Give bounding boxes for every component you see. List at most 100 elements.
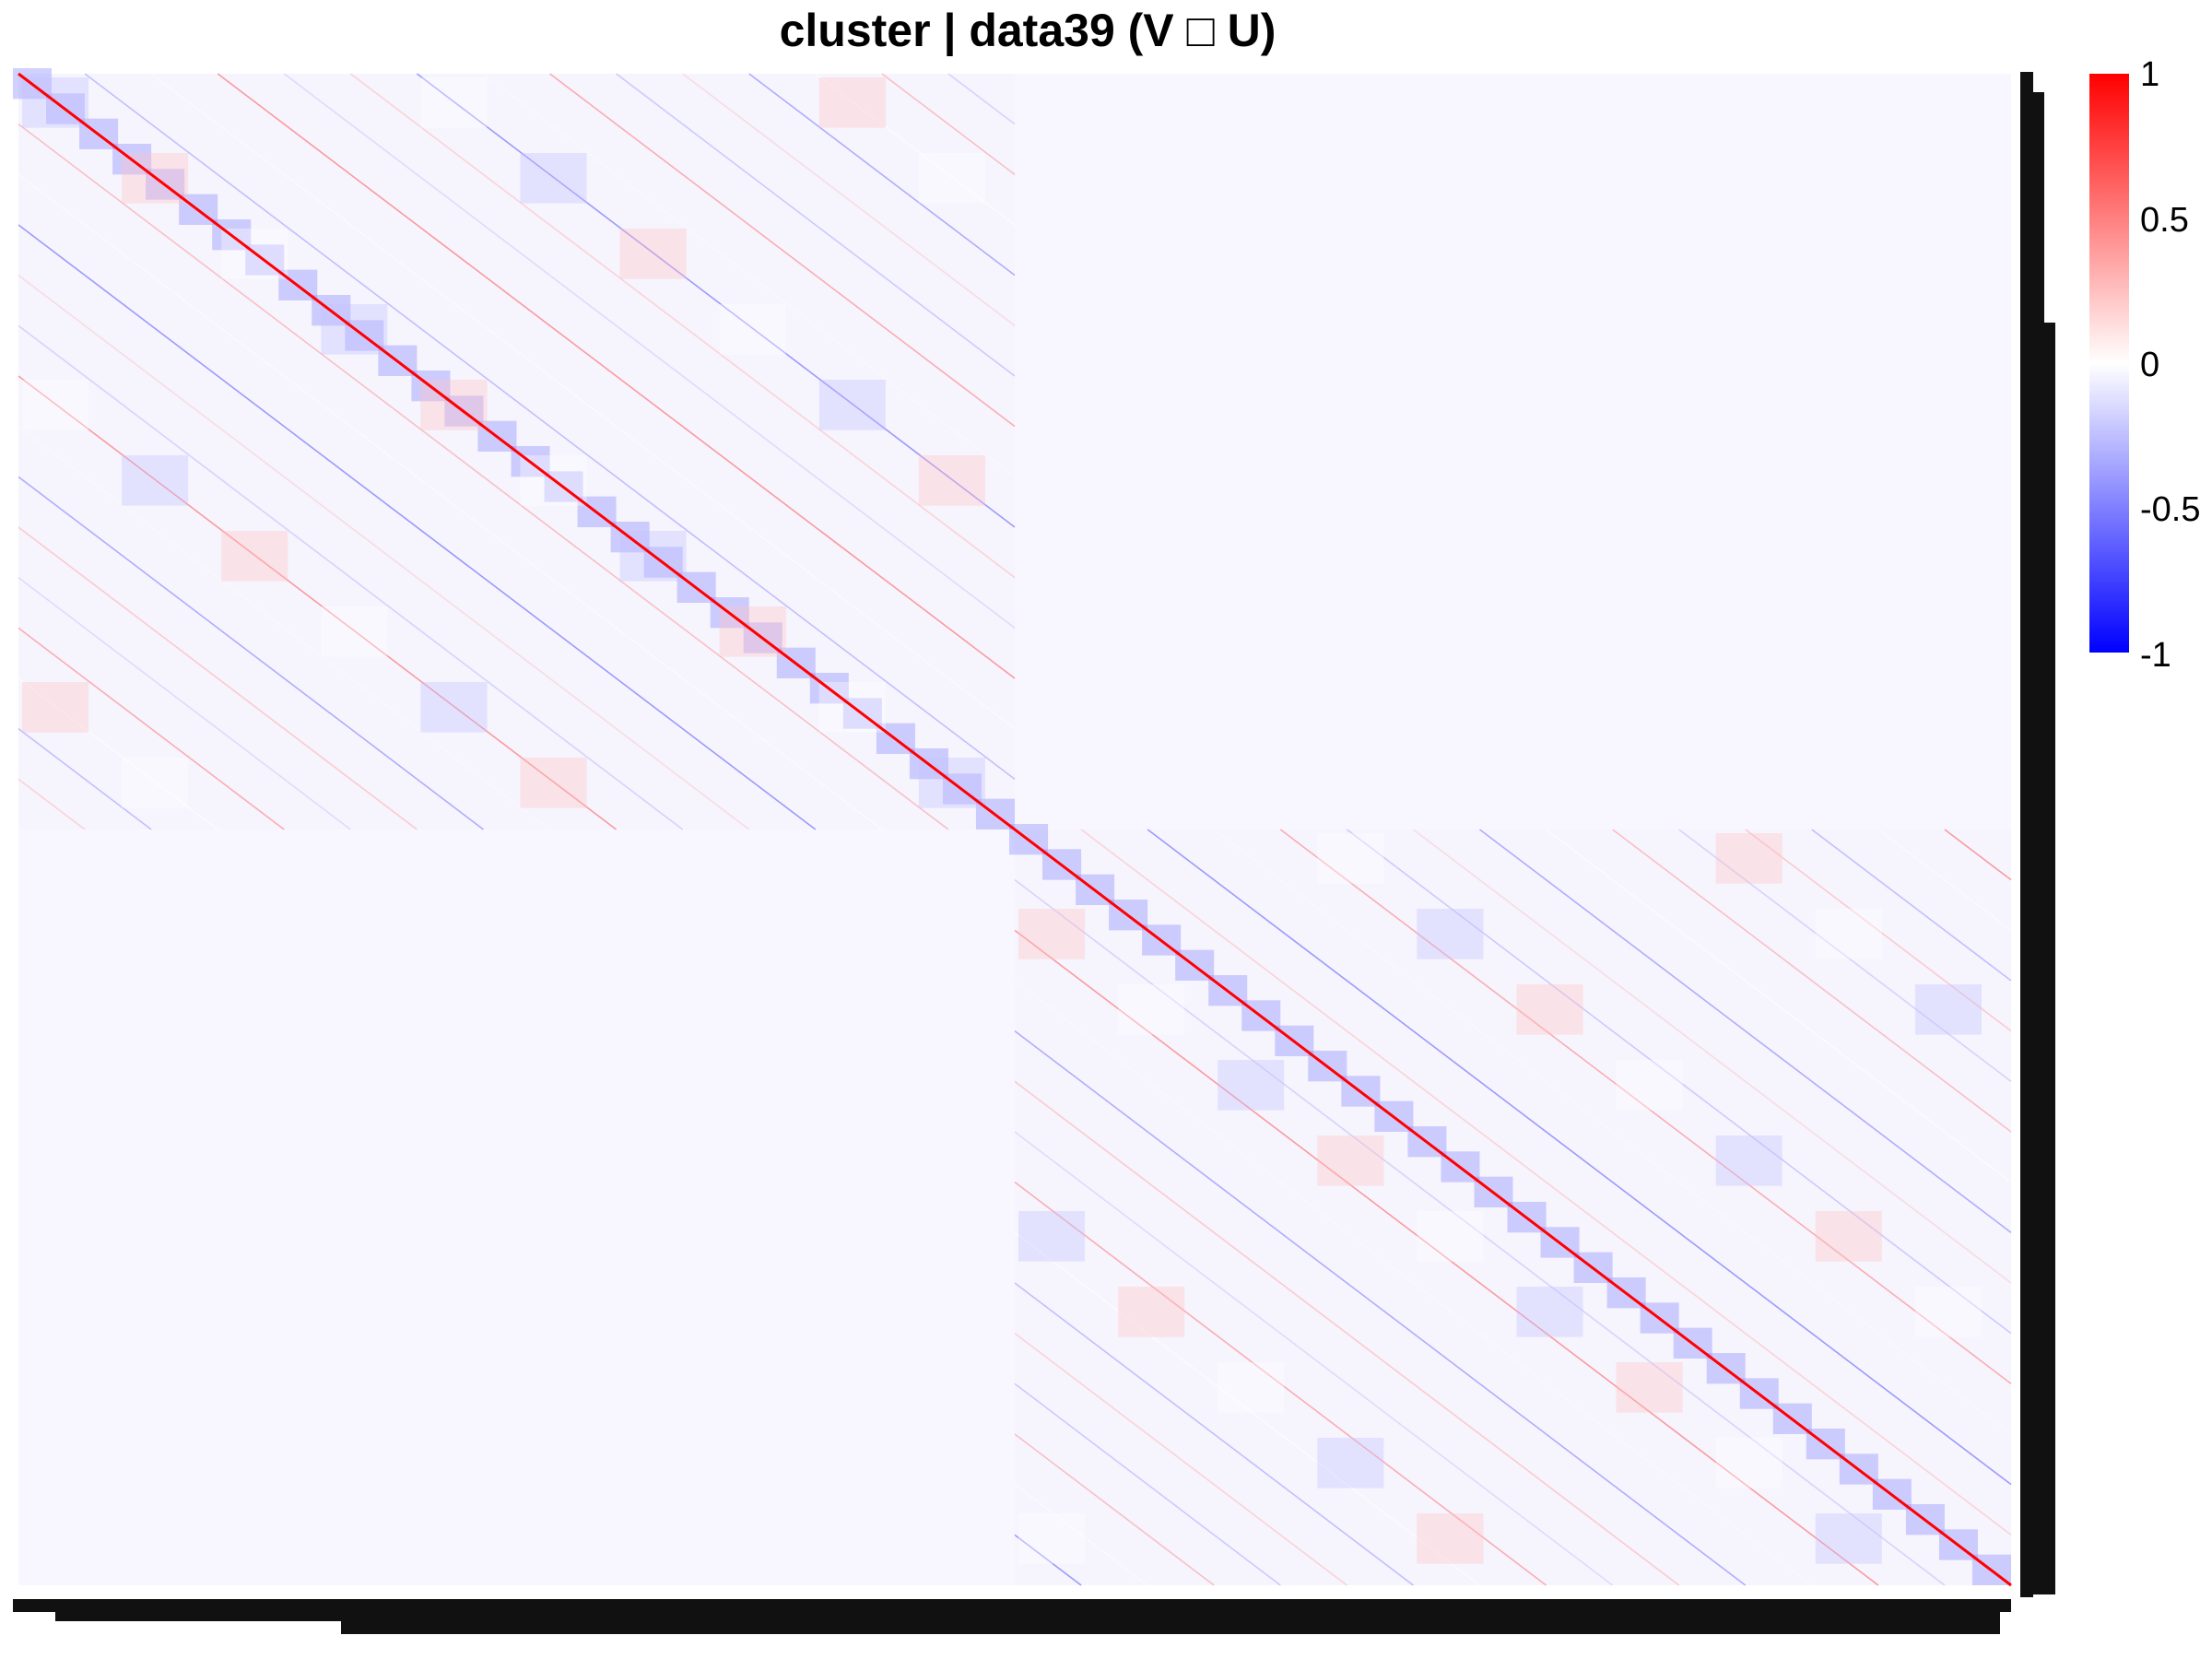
chart-title: cluster | data39 (V □ U)	[779, 5, 1277, 56]
heatmap-tile	[1018, 1211, 1086, 1262]
heatmap-tile	[1715, 1135, 1783, 1186]
heatmap-tile	[918, 455, 985, 506]
heatmap-cell-band	[18, 124, 949, 830]
heatmap-tile	[818, 77, 886, 128]
heatmap-cell-band	[748, 73, 1016, 276]
heatmap-cell-band	[18, 324, 684, 830]
heatmap-cell-band	[1014, 1182, 1547, 1586]
heatmap-tile	[1914, 1287, 1982, 1337]
heatmap-tile	[1815, 1211, 1882, 1262]
y-axis-label-mass	[2044, 323, 2055, 1594]
heatmap-cell-band	[1213, 829, 2012, 1435]
heatmap-tile	[1516, 1287, 1583, 1337]
y-axis-label-mass	[2033, 92, 2044, 1594]
heatmap-cell-band	[1147, 829, 2012, 1486]
heatmap-cell-band	[1080, 829, 2012, 1535]
heatmap-cell-band	[1745, 829, 2012, 1032]
heatmap-tile	[918, 153, 985, 204]
heatmap-cell-band	[482, 73, 1016, 477]
legend-tick-label: 0.5	[2140, 201, 2189, 240]
heatmap-tile	[122, 758, 189, 808]
heatmap-tile	[1616, 1362, 1683, 1413]
heatmap-tile	[1218, 1060, 1285, 1111]
heatmap-cell-band	[1546, 829, 2012, 1183]
heatmap-tile	[1914, 984, 1982, 1035]
heatmap-tile	[1516, 984, 1583, 1035]
heatmap-cell-band	[18, 476, 484, 830]
heatmap-cell-band	[18, 275, 750, 830]
heatmap-cell-band	[1014, 1433, 1215, 1586]
legend-tick-label: -0.5	[2140, 490, 2201, 529]
heatmap-cell-band	[18, 224, 817, 830]
heatmap-tile	[1018, 909, 1086, 959]
heatmap-tile	[719, 304, 786, 355]
heatmap-cell-band	[18, 375, 618, 830]
heatmap-cell-band	[217, 73, 1016, 679]
heatmap-tile	[22, 682, 89, 733]
heatmap-cell-band	[1678, 829, 2012, 1082]
heatmap-cell-band	[1944, 829, 2012, 881]
heatmap-cell-band	[18, 728, 152, 830]
heatmap-cell-band	[18, 173, 883, 830]
heatmap-cell-band	[1612, 829, 2012, 1133]
heatmap-cell-band	[1014, 1080, 1680, 1586]
heatmap-cell-band	[1014, 1534, 1082, 1586]
x-axis-label-mass	[55, 1612, 2000, 1621]
heatmap-cell-band	[1014, 1282, 1414, 1586]
heatmap-tile	[420, 77, 488, 128]
heatmap-tile	[619, 229, 687, 279]
heatmap-cell-band	[1014, 1382, 1281, 1586]
heatmap-cell-band	[1279, 829, 2012, 1384]
heatmap-cell-band	[947, 73, 1016, 125]
heatmap-tile	[321, 606, 388, 657]
heatmap-tile	[1715, 1438, 1783, 1488]
heatmap-cell-band	[18, 627, 285, 830]
heatmap-cell-band	[1014, 1131, 1614, 1586]
color-legend-bar	[2089, 74, 2129, 653]
heatmap-cell-band	[1014, 929, 1879, 1586]
heatmap-cell-band	[1014, 980, 1813, 1586]
heatmap-tile	[1317, 833, 1384, 884]
heatmap-cell-band	[18, 577, 351, 830]
heatmap-tile	[1815, 1513, 1882, 1564]
heatmap-cell-band	[18, 778, 86, 830]
heatmap-tile	[1417, 1211, 1484, 1262]
heatmap-tile	[1118, 984, 1185, 1035]
x-axis-label-mass	[341, 1621, 2000, 1634]
heatmap-tile	[1417, 1513, 1484, 1564]
heatmap-cell-band	[549, 73, 1016, 428]
heatmap-tile	[1218, 1362, 1285, 1413]
heatmap-tile	[22, 380, 89, 430]
heatmap-cell-band	[1014, 1231, 1480, 1586]
heatmap-cell-band	[18, 677, 218, 830]
heatmap-cell-band	[18, 426, 551, 830]
heatmap-tile	[1018, 1513, 1086, 1564]
legend-tick-label: -1	[2140, 636, 2171, 675]
heatmap-cell-band	[1811, 829, 2012, 982]
heatmap-cell-band	[1346, 829, 2012, 1335]
heatmap-cell-band	[881, 73, 1016, 175]
heatmap-tile	[1815, 909, 1882, 959]
heatmap-cell-band	[283, 73, 1016, 629]
heatmap-cell-band	[416, 73, 1016, 528]
heatmap-cell-band	[1412, 829, 2012, 1284]
heatmap-tile	[420, 682, 488, 733]
legend-tick-label: 0	[2140, 346, 2160, 384]
heatmap-cell-band	[1014, 1030, 1747, 1586]
heatmap-cell-band	[18, 526, 418, 830]
heatmap-tile	[1616, 1060, 1683, 1111]
heatmap-tile	[520, 758, 587, 808]
heatmap-cell-band	[1478, 829, 2012, 1233]
legend-tick-label: 1	[2140, 55, 2160, 94]
heatmap-tile	[818, 380, 886, 430]
heatmap-cell-band	[1014, 1484, 1148, 1586]
heatmap-tile	[122, 455, 189, 506]
heatmap-cell-band	[1014, 879, 1946, 1586]
heatmap-diagonal	[18, 72, 2012, 1587]
heatmap-cell-band	[150, 73, 1016, 730]
heatmap-cell-band	[682, 73, 1016, 326]
heatmap-cell-band	[1877, 829, 2012, 931]
heatmap-cell-band	[349, 73, 1016, 579]
heatmap-cell-band	[815, 73, 1016, 226]
